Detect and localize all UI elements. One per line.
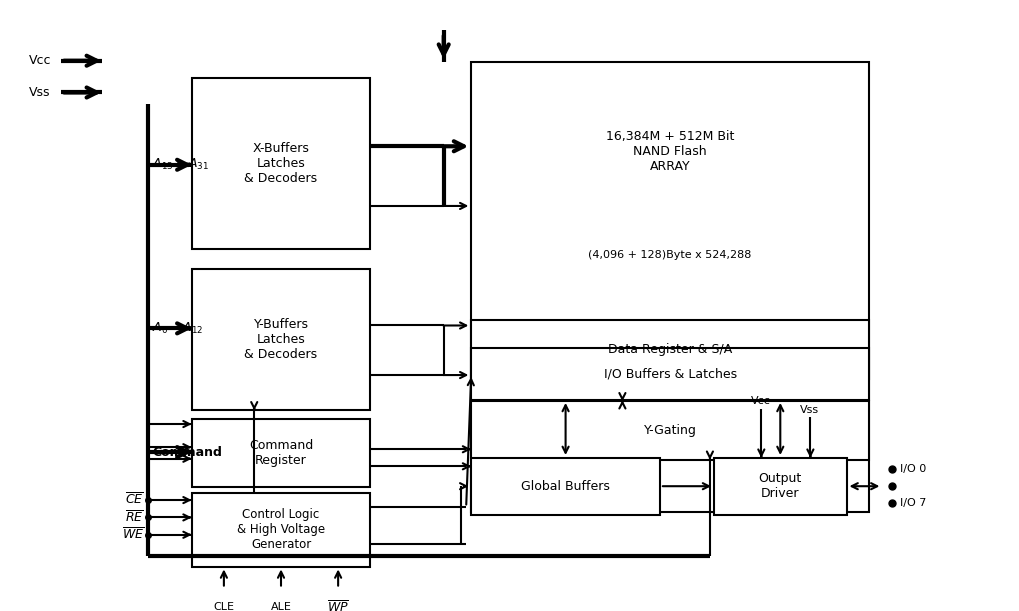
Text: (4,096 + 128)Byte x 524,288: (4,096 + 128)Byte x 524,288 [588, 251, 751, 260]
Text: X-Buffers
Latches
& Decoders: X-Buffers Latches & Decoders [245, 142, 317, 185]
Text: Control Logic
& High Voltage
Generator: Control Logic & High Voltage Generator [236, 508, 325, 551]
Text: $\overline{CE}$: $\overline{CE}$ [125, 492, 144, 508]
FancyBboxPatch shape [471, 401, 868, 460]
Text: Vcc: Vcc [750, 396, 770, 406]
FancyBboxPatch shape [471, 62, 868, 511]
Text: Vss: Vss [29, 86, 50, 99]
Text: $\overline{WP}$: $\overline{WP}$ [327, 599, 348, 611]
Text: Y-Buffers
Latches
& Decoders: Y-Buffers Latches & Decoders [245, 318, 317, 361]
Text: Global Buffers: Global Buffers [521, 480, 609, 492]
Text: $A_0 - A_{12}$: $A_0 - A_{12}$ [152, 321, 203, 336]
Text: Y-Gating: Y-Gating [643, 424, 696, 437]
Text: Command: Command [152, 445, 221, 459]
FancyBboxPatch shape [471, 458, 659, 514]
Text: I/O Buffers & Latches: I/O Buffers & Latches [603, 368, 736, 381]
FancyBboxPatch shape [471, 348, 868, 400]
FancyBboxPatch shape [713, 458, 846, 514]
Text: Output
Driver: Output Driver [758, 472, 801, 500]
Text: $A_{13} - A_{31}$: $A_{13} - A_{31}$ [152, 157, 209, 172]
FancyBboxPatch shape [192, 492, 370, 566]
Text: ALE: ALE [270, 602, 291, 611]
Text: I/O 0: I/O 0 [900, 464, 926, 474]
Text: Command
Register: Command Register [249, 439, 313, 467]
Text: 16,384M + 512M Bit
NAND Flash
ARRAY: 16,384M + 512M Bit NAND Flash ARRAY [605, 130, 734, 174]
FancyBboxPatch shape [192, 78, 370, 249]
Text: Vss: Vss [799, 404, 818, 414]
Text: $\overline{WE}$: $\overline{WE}$ [121, 527, 144, 543]
Text: Vcc: Vcc [29, 54, 51, 67]
FancyBboxPatch shape [192, 419, 370, 487]
FancyBboxPatch shape [192, 269, 370, 411]
Text: I/O 7: I/O 7 [900, 498, 926, 508]
Text: Data Register & S/A: Data Register & S/A [607, 343, 732, 356]
Text: CLE: CLE [213, 602, 234, 611]
Text: $\overline{RE}$: $\overline{RE}$ [125, 510, 144, 525]
FancyBboxPatch shape [471, 321, 868, 379]
